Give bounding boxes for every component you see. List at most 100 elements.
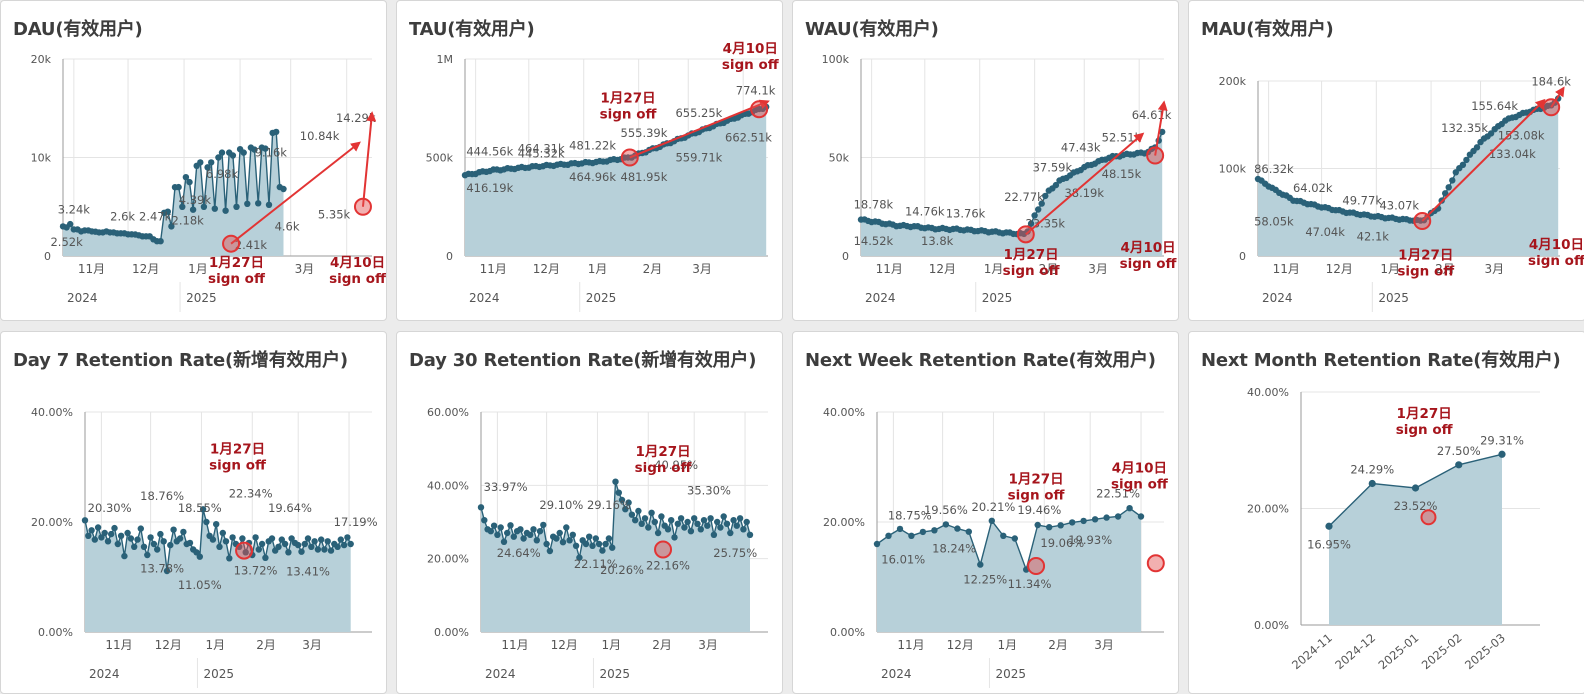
data-point bbox=[1046, 524, 1053, 531]
annotation-label: sign off bbox=[208, 271, 266, 287]
data-point bbox=[337, 536, 344, 543]
data-point bbox=[1487, 130, 1495, 137]
data-point bbox=[134, 536, 141, 543]
x-tick-label: 11月 bbox=[480, 262, 507, 276]
data-point bbox=[117, 532, 125, 539]
panel-title: WAU(有效用户) bbox=[805, 19, 939, 40]
y-tick-label: 40.00% bbox=[31, 406, 73, 419]
data-point bbox=[262, 145, 269, 152]
x-tick-label: 3月 bbox=[1485, 262, 1505, 276]
data-point bbox=[170, 526, 177, 533]
data-point bbox=[1473, 144, 1481, 151]
event-marker-circle bbox=[353, 197, 372, 216]
data-point bbox=[147, 534, 154, 541]
year-label: 2025 bbox=[599, 667, 630, 681]
data-label: 18.75% bbox=[888, 508, 932, 522]
data-point bbox=[677, 515, 685, 522]
year-label: 2025 bbox=[203, 667, 234, 681]
data-point bbox=[625, 499, 632, 506]
data-label: 10.84k bbox=[300, 129, 340, 143]
data-point bbox=[1449, 177, 1456, 184]
data-label: 14.76k bbox=[905, 205, 945, 219]
year-label: 2025 bbox=[586, 291, 617, 305]
x-tick-label: 3月 bbox=[692, 262, 712, 276]
data-point bbox=[200, 203, 208, 210]
data-point bbox=[628, 511, 636, 518]
data-point bbox=[295, 541, 302, 549]
data-label: 64.02k bbox=[1293, 181, 1333, 195]
panel-title: Next Week Retention Rate(有效用户) bbox=[805, 350, 1156, 371]
annotation-label: 4月10日 bbox=[330, 255, 385, 271]
data-label: 2.6k bbox=[110, 210, 135, 224]
data-point bbox=[1126, 505, 1133, 512]
x-tick-label: 2024-11 bbox=[1289, 631, 1335, 673]
data-point bbox=[111, 524, 118, 532]
data-label: 17.19% bbox=[334, 515, 378, 529]
data-point bbox=[262, 554, 269, 561]
data-point bbox=[592, 535, 599, 542]
data-point bbox=[285, 549, 292, 556]
data-point bbox=[278, 536, 285, 543]
data-point bbox=[321, 546, 328, 553]
y-tick-label: 100k bbox=[1219, 163, 1247, 176]
x-tick-label: 12月 bbox=[155, 638, 182, 652]
data-point bbox=[204, 164, 211, 171]
data-point bbox=[704, 522, 711, 529]
data-point bbox=[536, 528, 544, 535]
data-point bbox=[605, 535, 613, 542]
data-point bbox=[265, 201, 273, 208]
data-point bbox=[615, 489, 622, 496]
annotation-label: 4月10日 bbox=[1529, 237, 1584, 253]
annotation-label: sign off bbox=[1111, 477, 1169, 493]
x-tick-label: 2024-12 bbox=[1332, 631, 1378, 673]
data-point bbox=[576, 554, 583, 561]
y-tick-label: 0 bbox=[1239, 250, 1246, 263]
data-label: 19.46% bbox=[1017, 503, 1061, 517]
data-point bbox=[85, 532, 92, 539]
data-point bbox=[1159, 128, 1166, 136]
data-label: 19.64% bbox=[268, 501, 312, 515]
panel-title: MAU(有效用户) bbox=[1201, 19, 1334, 40]
data-point bbox=[658, 513, 665, 520]
data-point bbox=[154, 546, 161, 553]
data-point bbox=[654, 529, 662, 537]
data-point bbox=[896, 525, 904, 533]
data-label: 662.51k bbox=[725, 131, 772, 145]
data-label: 774.1k bbox=[736, 83, 776, 97]
data-point bbox=[691, 515, 698, 522]
year-label: 2025 bbox=[1378, 291, 1409, 305]
event-marker-circle bbox=[750, 100, 769, 119]
data-point bbox=[497, 524, 504, 531]
data-point bbox=[218, 149, 226, 156]
data-point bbox=[540, 521, 547, 529]
data-point bbox=[648, 509, 655, 516]
x-tick-label: 11月 bbox=[501, 638, 528, 652]
next-month-retention-panel: Next Month Retention Rate(有效用户) 0.00% 20.… bbox=[1188, 331, 1584, 694]
data-point bbox=[197, 159, 204, 166]
x-tick-label: 2月 bbox=[643, 262, 663, 276]
next-week-retention-panel: Next Week Retention Rate(有效用户) 0.00% 20.0… bbox=[792, 331, 1179, 694]
data-point bbox=[533, 537, 540, 544]
y-tick-label: 0.00% bbox=[1254, 619, 1289, 632]
data-label: 13.78% bbox=[140, 562, 184, 576]
y-tick-label: 1M bbox=[437, 53, 454, 66]
data-point bbox=[222, 538, 230, 545]
panel-title: DAU(有效用户) bbox=[13, 19, 143, 40]
data-point bbox=[239, 535, 246, 542]
data-point bbox=[490, 522, 498, 529]
data-label: 19.56% bbox=[924, 503, 968, 517]
data-point bbox=[687, 528, 695, 535]
event-marker-circle bbox=[1146, 554, 1165, 573]
data-label: 2.18k bbox=[172, 213, 205, 227]
y-tick-label: 20.00% bbox=[31, 516, 73, 529]
annotation-label: sign off bbox=[1008, 488, 1066, 504]
data-point bbox=[582, 540, 590, 548]
data-point bbox=[720, 513, 727, 520]
data-point bbox=[1069, 519, 1076, 526]
data-point bbox=[168, 223, 175, 230]
x-tick-label: 3月 bbox=[1094, 638, 1114, 652]
event-marker-circle bbox=[222, 234, 241, 253]
data-point bbox=[175, 183, 182, 191]
data-label: 445.32k bbox=[518, 147, 565, 161]
dau-panel: DAU(有效用户) 0 10k 20k 11月 12月 1月 3月 2024 2025 3.24k… bbox=[0, 0, 387, 321]
